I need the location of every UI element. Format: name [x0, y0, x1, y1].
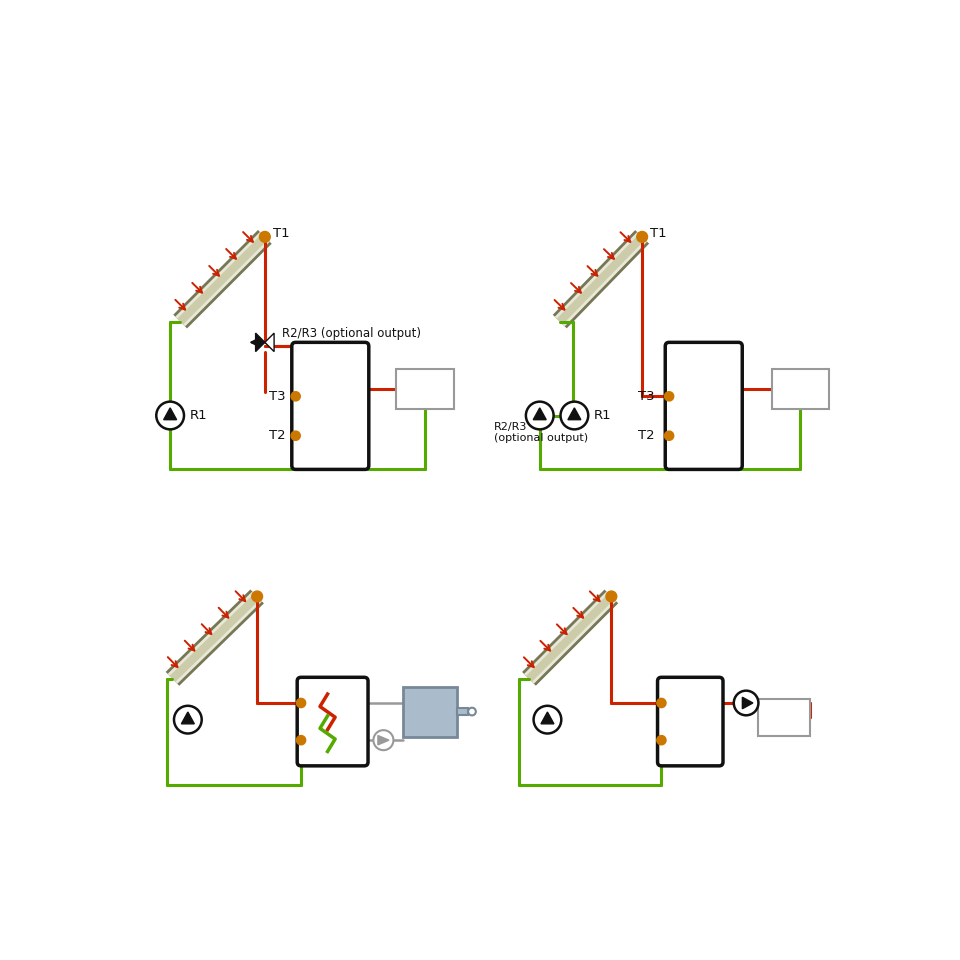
- Circle shape: [636, 231, 648, 242]
- Circle shape: [657, 698, 666, 708]
- Polygon shape: [265, 333, 275, 351]
- Bar: [403, 686, 457, 736]
- Circle shape: [291, 431, 300, 441]
- Text: T3: T3: [638, 390, 655, 403]
- Text: R1: R1: [593, 409, 612, 422]
- Circle shape: [534, 706, 562, 733]
- Circle shape: [664, 431, 674, 441]
- FancyBboxPatch shape: [292, 343, 369, 469]
- Polygon shape: [255, 333, 265, 351]
- Circle shape: [297, 698, 305, 708]
- Text: T3: T3: [269, 390, 285, 403]
- FancyBboxPatch shape: [298, 678, 368, 766]
- FancyBboxPatch shape: [658, 678, 723, 766]
- Text: R2/R3 (optional output): R2/R3 (optional output): [282, 326, 420, 340]
- Bar: [757, 699, 810, 735]
- Circle shape: [561, 401, 588, 429]
- Text: T2: T2: [269, 429, 285, 443]
- Text: T1: T1: [273, 227, 289, 239]
- Polygon shape: [742, 697, 753, 708]
- Polygon shape: [533, 408, 546, 420]
- Bar: [457, 708, 468, 714]
- Circle shape: [156, 401, 184, 429]
- Text: R1: R1: [189, 409, 207, 422]
- Circle shape: [297, 735, 305, 745]
- Circle shape: [174, 706, 202, 733]
- Bar: [396, 370, 453, 409]
- Circle shape: [733, 690, 758, 715]
- Text: T1: T1: [650, 227, 666, 239]
- Polygon shape: [181, 712, 194, 724]
- Polygon shape: [541, 712, 554, 724]
- Text: T2: T2: [638, 429, 655, 443]
- Circle shape: [468, 708, 476, 715]
- Circle shape: [373, 731, 394, 750]
- Circle shape: [664, 392, 674, 401]
- Polygon shape: [378, 735, 389, 745]
- Circle shape: [657, 735, 666, 745]
- Circle shape: [291, 392, 300, 401]
- Circle shape: [259, 231, 271, 242]
- Polygon shape: [568, 408, 581, 420]
- Bar: [772, 370, 829, 409]
- Circle shape: [526, 401, 554, 429]
- Circle shape: [606, 591, 616, 602]
- FancyBboxPatch shape: [665, 343, 742, 469]
- Text: R2/R3
(optional output): R2/R3 (optional output): [493, 421, 588, 444]
- Polygon shape: [163, 408, 177, 420]
- Circle shape: [252, 591, 262, 602]
